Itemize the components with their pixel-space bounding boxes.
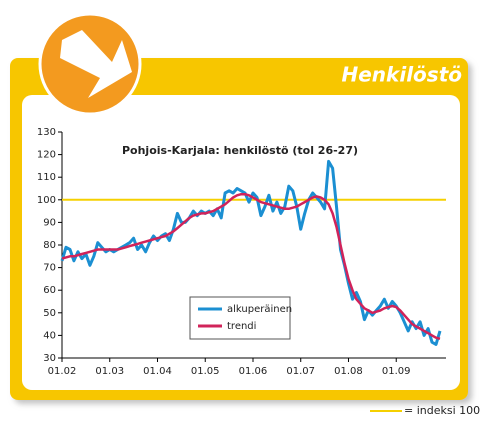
y-tick-label: 90 [43,217,56,228]
x-tick-label: 01.06 [239,366,268,377]
chart-title: Pohjois-Karjala: henkilöstö (tol 26-27) [122,144,358,157]
x-tick-label: 01.09 [382,366,411,377]
logo-arrow [60,30,132,98]
y-tick-label: 70 [43,263,56,274]
legend-label: trendi [227,321,256,332]
header-title: Henkilöstö [342,63,463,87]
y-tick-label: 30 [43,353,56,364]
y-tick-label: 50 [43,308,56,319]
legend-label: alkuperäinen [227,304,292,315]
panel [22,95,460,390]
footer-note: = indeksi 100 [404,404,480,417]
y-tick-label: 40 [43,330,56,341]
x-tick-label: 01.02 [48,366,77,377]
y-tick-label: 110 [37,172,56,183]
x-tick-label: 01.08 [334,366,363,377]
y-tick-label: 130 [37,127,56,138]
y-tick-label: 100 [37,195,56,206]
y-tick-label: 120 [37,150,56,161]
x-tick-label: 01.03 [95,366,124,377]
series-line [61,192,441,341]
x-tick-label: 01.07 [286,366,315,377]
x-tick-label: 01.05 [191,366,220,377]
x-tick-label: 01.04 [143,366,172,377]
y-tick-label: 80 [43,240,56,251]
y-tick-label: 60 [43,285,56,296]
legend-box [189,296,291,340]
